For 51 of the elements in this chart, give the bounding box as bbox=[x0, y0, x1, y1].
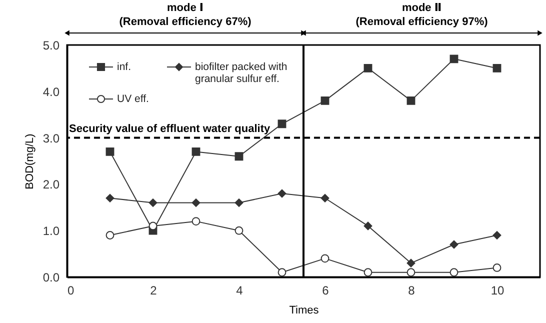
point bbox=[192, 148, 200, 156]
point bbox=[450, 54, 458, 64]
y-tick-label: 2.0 bbox=[42, 178, 60, 192]
legend-label: biofilter packed with granular sulfur eff. bbox=[195, 61, 288, 85]
point bbox=[278, 120, 286, 128]
point bbox=[364, 64, 372, 72]
x-axis-title: Times bbox=[289, 304, 320, 316]
point bbox=[106, 231, 114, 240]
point bbox=[148, 198, 158, 207]
point bbox=[492, 64, 502, 72]
point bbox=[234, 226, 244, 235]
point bbox=[364, 222, 372, 230]
point bbox=[320, 254, 330, 263]
point bbox=[492, 264, 502, 272]
y-tick-label: 3.0 bbox=[42, 131, 60, 146]
point bbox=[320, 194, 330, 202]
text: (Removal efficiency 67%) bbox=[119, 16, 252, 28]
text: mode Ⅰ bbox=[167, 2, 204, 14]
y-tick-label: 1.0 bbox=[42, 224, 60, 238]
point bbox=[450, 240, 458, 249]
point bbox=[450, 268, 458, 277]
point bbox=[106, 194, 114, 202]
y-axis-title: BOD(mg/L) bbox=[24, 134, 36, 190]
point bbox=[192, 198, 200, 207]
y-tick-label: 4.0 bbox=[42, 84, 60, 99]
legend-label: UV eff. bbox=[117, 93, 149, 105]
point bbox=[106, 148, 114, 156]
text: (Removal efficiency 97%) bbox=[356, 16, 488, 28]
point bbox=[148, 222, 158, 230]
point bbox=[406, 268, 416, 277]
x-tick-label: 8 bbox=[408, 284, 416, 298]
point bbox=[278, 268, 286, 277]
point bbox=[364, 268, 372, 277]
legend-label: inf. bbox=[117, 61, 132, 73]
point bbox=[406, 96, 416, 105]
point bbox=[406, 258, 416, 268]
x-tick-label: 0 bbox=[68, 284, 74, 298]
y-tick-label: 5.0 bbox=[42, 38, 60, 52]
point bbox=[234, 198, 244, 207]
y-tick-label: 0.0 bbox=[42, 270, 60, 284]
point bbox=[234, 152, 244, 161]
point bbox=[492, 231, 502, 240]
x-tick-label: 6 bbox=[322, 284, 330, 298]
x-tick-label: 2 bbox=[150, 284, 158, 298]
point bbox=[192, 217, 200, 226]
x-tick-label: 4 bbox=[236, 284, 244, 298]
point bbox=[320, 96, 330, 105]
point bbox=[278, 189, 286, 198]
x-tick-label: 10 bbox=[490, 284, 504, 298]
ref-line-label: Security value of effluent water quality bbox=[69, 122, 271, 135]
text: mode Ⅱ bbox=[402, 2, 442, 14]
